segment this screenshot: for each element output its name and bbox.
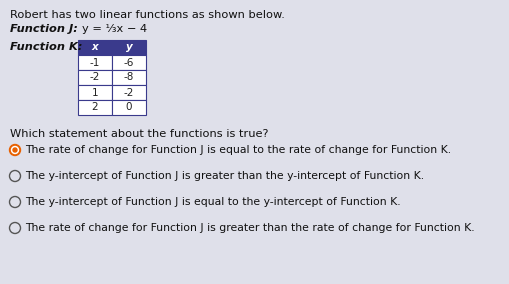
Bar xyxy=(112,100,146,115)
Text: y: y xyxy=(125,43,132,53)
Text: 2: 2 xyxy=(92,103,98,112)
Bar xyxy=(78,40,112,55)
Bar xyxy=(112,70,146,85)
Text: The rate of change for Function J is equal to the rate of change for Function K.: The rate of change for Function J is equ… xyxy=(25,145,450,155)
Circle shape xyxy=(13,148,17,152)
Text: Which statement about the functions is true?: Which statement about the functions is t… xyxy=(10,129,268,139)
Text: x: x xyxy=(92,43,98,53)
Text: -6: -6 xyxy=(124,57,134,68)
Text: 1: 1 xyxy=(92,87,98,97)
Text: -8: -8 xyxy=(124,72,134,82)
Text: Function K:: Function K: xyxy=(10,42,82,52)
Bar xyxy=(78,85,112,100)
Circle shape xyxy=(12,147,18,153)
Bar xyxy=(78,55,112,70)
Text: Function J:: Function J: xyxy=(10,24,77,34)
Bar xyxy=(112,40,146,55)
Bar xyxy=(112,55,146,70)
Text: -2: -2 xyxy=(124,87,134,97)
Bar xyxy=(78,70,112,85)
Circle shape xyxy=(10,145,20,156)
Text: -1: -1 xyxy=(90,57,100,68)
Text: The y-intercept of Function J is equal to the y-intercept of Function K.: The y-intercept of Function J is equal t… xyxy=(25,197,400,207)
Text: y = ¹⁄₃x − 4: y = ¹⁄₃x − 4 xyxy=(82,24,147,34)
Text: 0: 0 xyxy=(126,103,132,112)
Bar xyxy=(78,100,112,115)
Text: The rate of change for Function J is greater than the rate of change for Functio: The rate of change for Function J is gre… xyxy=(25,223,474,233)
Bar xyxy=(112,85,146,100)
Text: -2: -2 xyxy=(90,72,100,82)
Text: Robert has two linear functions as shown below.: Robert has two linear functions as shown… xyxy=(10,10,285,20)
Text: The y-intercept of Function J is greater than the y-intercept of Function K.: The y-intercept of Function J is greater… xyxy=(25,171,423,181)
